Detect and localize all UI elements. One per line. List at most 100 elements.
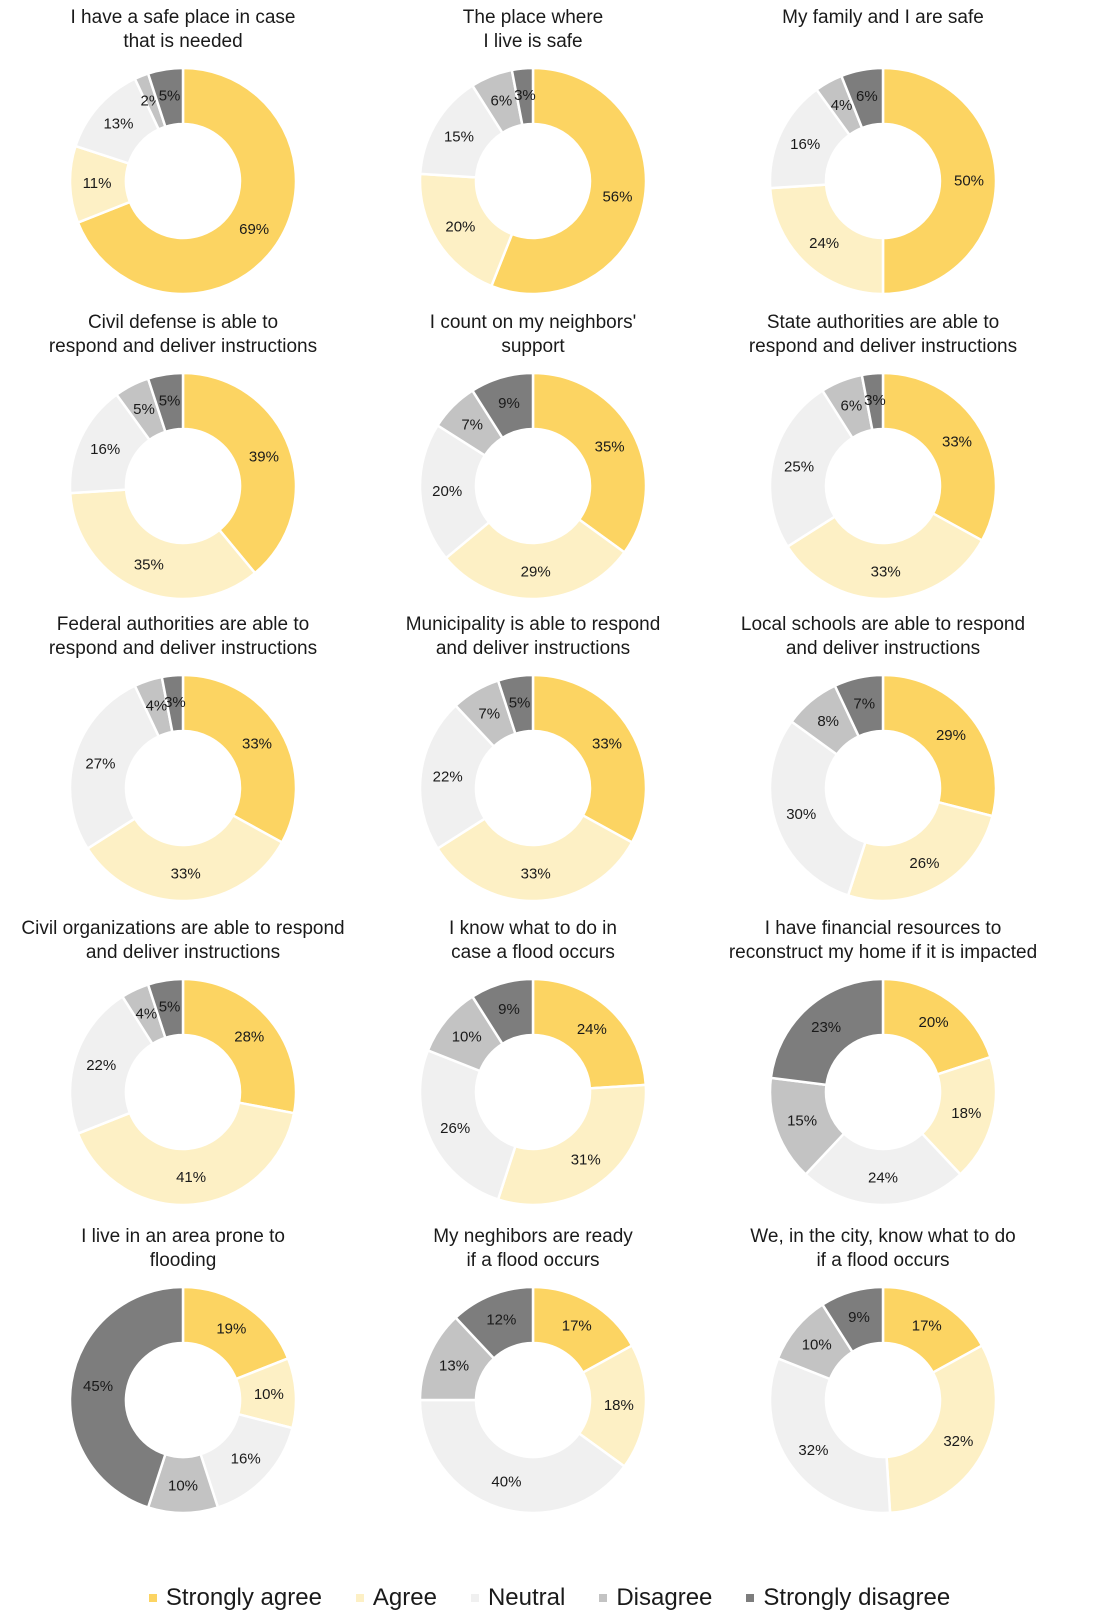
slice-strongly-disagree (471, 371, 535, 440)
slice-label-agree: 41% (176, 1169, 206, 1186)
slice-strongly-disagree (840, 66, 885, 130)
slice-agree (786, 512, 984, 601)
slice-label-strongly-disagree: 9% (498, 395, 520, 412)
chart-title: Municipality is able to respond and deli… (405, 614, 661, 659)
donut-svg: 29% 26% 30% 8% 7% (768, 673, 998, 903)
donut-svg: 39% 35% 16% 5% 5% (68, 371, 298, 601)
slice-agree (86, 814, 284, 903)
slice-strongly-disagree (454, 1285, 535, 1360)
donut-chart-5: I count on my neighbors' support 35% 29% 20… (350, 305, 716, 617)
slice-label-disagree: 6% (490, 93, 512, 110)
slice-label-neutral: 32% (798, 1442, 828, 1459)
donut-chart-grid: I have a safe place in case that is need… (0, 7, 1066, 1531)
slice-label-strongly-agree: 50% (954, 173, 984, 190)
legend-swatch-strongly-agree (148, 1594, 157, 1602)
slice-strongly-agree (181, 977, 298, 1115)
slice-label-strongly-disagree: 3% (864, 392, 886, 409)
chart-title: I live in an area prone to flooding (81, 1226, 285, 1271)
slice-label-neutral: 16% (790, 136, 820, 153)
donut-chart-6: State authorities are able to respond an… (700, 305, 1066, 617)
chart-title: I know what to do in case a flood occurs (449, 918, 617, 963)
donut-svg: 35% 29% 20% 7% 9% (418, 371, 648, 601)
slice-label-disagree: 10% (168, 1478, 198, 1495)
slice-label-agree: 24% (809, 235, 839, 252)
slice-label-agree: 35% (134, 556, 164, 573)
slice-neutral (418, 1049, 517, 1201)
slice-strongly-agree (76, 66, 298, 296)
slice-label-agree: 33% (871, 563, 901, 580)
chart-title: The place where I live is safe (462, 7, 604, 52)
chart-title: Civil organizations are able to respond … (21, 918, 345, 963)
slice-label-agree: 18% (951, 1105, 981, 1122)
legend-label-neutral: Neutral (487, 1584, 566, 1611)
slice-label-strongly-agree: 69% (239, 221, 269, 238)
chart-legend: Strongly agree Agree Neutral Disagree St… (0, 1578, 1099, 1618)
slice-label-disagree: 4% (136, 1006, 158, 1023)
slice-strongly-disagree (821, 1285, 885, 1354)
legend-item-strongly-agree: Strongly agree (148, 1584, 322, 1612)
slice-label-strongly-disagree: 6% (856, 88, 878, 105)
slice-neutral (768, 720, 867, 897)
slice-strongly-disagree (860, 371, 885, 432)
legend-swatch-disagree (599, 1594, 608, 1602)
slice-label-strongly-agree: 24% (577, 1021, 607, 1038)
slice-label-strongly-disagree: 9% (848, 1309, 870, 1326)
donut-svg: 17% 18% 40% 13% 12% (418, 1285, 648, 1515)
chart-title: Civil defense is able to respond and del… (48, 312, 318, 357)
slice-label-strongly-disagree: 5% (159, 393, 181, 410)
slice-label-disagree: 13% (439, 1357, 469, 1374)
slice-label-strongly-disagree: 12% (486, 1312, 516, 1329)
slice-agree (68, 488, 257, 601)
chart-title: State authorities are able to respond an… (748, 312, 1018, 357)
donut-chart-4: Civil defense is able to respond and del… (0, 305, 366, 617)
legend-label-agree: Agree (372, 1584, 437, 1611)
chart-title: I count on my neighbors' support (429, 312, 637, 357)
legend-item-strongly-disagree: Strongly disagree (746, 1584, 950, 1612)
slice-label-neutral: 40% (491, 1473, 521, 1490)
slice-label-agree: 10% (254, 1386, 284, 1403)
slice-label-agree: 33% (171, 865, 201, 882)
slice-label-strongly-agree: 17% (912, 1317, 942, 1334)
donut-svg: 69%11%13%2%5% (68, 66, 298, 296)
legend-label-disagree: Disagree (616, 1584, 713, 1611)
slice-label-disagree: 5% (133, 401, 155, 418)
chart-title: I have a safe place in case that is need… (70, 7, 296, 52)
slice-label-strongly-agree: 35% (595, 438, 625, 455)
slice-neutral (68, 684, 160, 850)
donut-svg: 50% 24% 16% 4%6% (768, 66, 998, 296)
slice-label-neutral: 13% (103, 116, 133, 133)
donut-chart-7: Federal authorities are able to respond … (0, 607, 366, 919)
donut-svg: 56% 20% 15% 6% 3% (418, 66, 648, 296)
slice-label-neutral: 27% (85, 756, 115, 773)
donut-svg: 33% 33% 22% 7% 5% (418, 673, 648, 903)
slice-label-agree: 29% (521, 563, 551, 580)
slice-agree (885, 1344, 998, 1515)
slice-agree (846, 800, 994, 903)
legend-item-neutral: Neutral (470, 1584, 566, 1612)
slice-label-neutral: 24% (868, 1170, 898, 1187)
donut-svg: 17% 32% 32% 10% 9% (768, 1285, 998, 1515)
slice-label-agree: 20% (445, 219, 475, 236)
legend-item-disagree: Disagree (599, 1584, 712, 1612)
slice-strongly-disagree (510, 66, 535, 127)
slice-strongly-disagree (68, 1285, 185, 1509)
slice-agree (436, 814, 634, 903)
slice-label-strongly-agree: 17% (562, 1317, 592, 1334)
slice-strongly-disagree (146, 371, 185, 434)
legend-swatch-neutral (470, 1594, 479, 1602)
slice-agree (76, 1101, 296, 1207)
slice-label-disagree: 10% (802, 1337, 832, 1354)
slice-label-disagree: 8% (817, 713, 839, 730)
slice-label-strongly-disagree: 3% (514, 87, 536, 104)
slice-neutral (418, 704, 496, 850)
slice-label-neutral: 22% (86, 1057, 116, 1074)
donut-chart-13: I live in an area prone to flooding 19% 10… (0, 1219, 366, 1531)
slice-neutral (804, 1132, 962, 1207)
slice-strongly-agree (181, 673, 298, 844)
legend-label-strongly-agree: Strongly agree (165, 1584, 322, 1611)
donut-svg: 24% 31% 26% 10% 9% (418, 977, 648, 1207)
slice-strongly-disagree (146, 66, 185, 129)
slice-label-disagree: 15% (787, 1113, 817, 1130)
slice-label-strongly-agree: 33% (942, 434, 972, 451)
slice-strongly-disagree (146, 977, 185, 1040)
